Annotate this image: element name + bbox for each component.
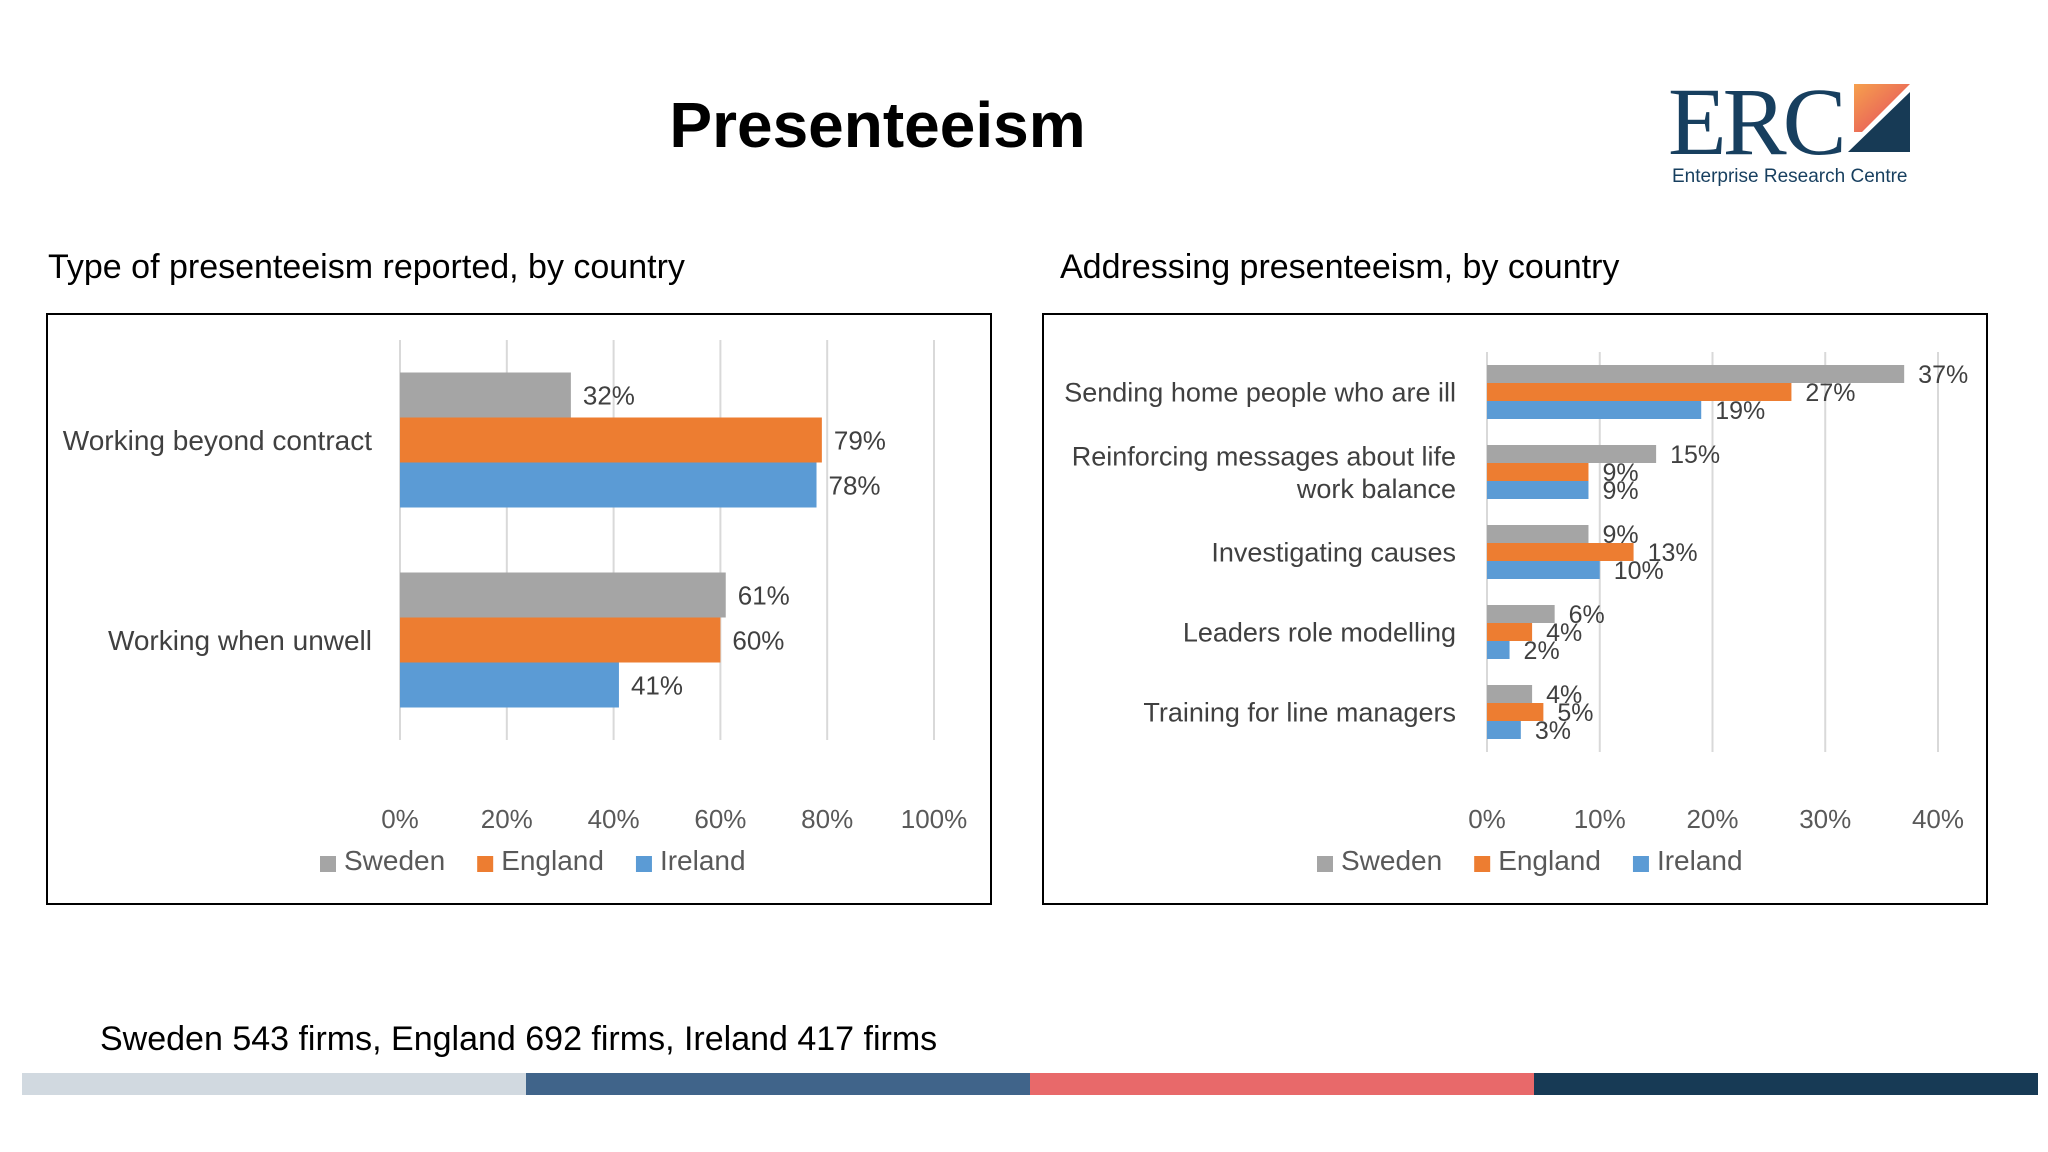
- bar-england-investigating-causes: [1487, 543, 1634, 561]
- data-label: 9%: [1602, 477, 1638, 505]
- x-tick-label: 40%: [588, 804, 640, 834]
- x-tick-label: 80%: [801, 804, 853, 834]
- category-label: Leaders role modelling: [1183, 618, 1456, 648]
- data-label: 79%: [834, 425, 886, 455]
- x-tick-label: 0%: [1468, 804, 1506, 834]
- data-label: 5%: [1557, 699, 1593, 727]
- legend-label-sweden: Sweden: [1341, 845, 1442, 876]
- category-label: Working when unwell: [108, 625, 372, 656]
- bar-ireland-investigating-causes: [1487, 561, 1600, 579]
- data-label: 78%: [829, 470, 881, 500]
- data-label: 27%: [1805, 379, 1855, 407]
- x-tick-label: 60%: [694, 804, 746, 834]
- data-label: 9%: [1602, 459, 1638, 487]
- bar-ireland-working-when-unwell: [400, 662, 619, 708]
- category-label: Investigating causes: [1211, 538, 1456, 568]
- data-label: 2%: [1524, 637, 1560, 665]
- legend-swatch-england: [477, 856, 494, 872]
- erc-logo: ERC Enterprise Research Centre: [1660, 70, 1950, 200]
- bar-sweden-investigating-causes: [1487, 525, 1589, 543]
- data-label: 15%: [1670, 441, 1720, 469]
- stripe-3: [1030, 1073, 1534, 1095]
- x-tick-label: 40%: [1912, 804, 1964, 834]
- bar-ireland-working-beyond-contract: [400, 462, 817, 508]
- legend-label-sweden: Sweden: [344, 845, 445, 876]
- x-tick-label: 100%: [901, 804, 968, 834]
- chart1-container: 0% 20% 40% 60% 80% 100% 32% 79% 78% Working beyon…: [46, 313, 992, 905]
- chart2-title: Addressing presenteeism, by country: [1060, 248, 1620, 286]
- legend-label-ireland: Ireland: [1657, 845, 1743, 876]
- data-label: 6%: [1569, 601, 1605, 629]
- bar-ireland-leaders-role-modelling: [1487, 641, 1510, 659]
- bar-ireland-sending-home-people-who-are-ill: [1487, 401, 1702, 419]
- legend-swatch-sweden: [320, 856, 336, 872]
- bar-sweden-leaders-role-modelling: [1487, 605, 1555, 623]
- data-label: 61%: [738, 580, 790, 610]
- bar-sweden-reinforcing-messages-about-life-work-balance: [1487, 445, 1657, 463]
- stripe-1: [22, 1073, 526, 1095]
- x-tick-label: 20%: [1686, 804, 1738, 834]
- x-tick-label: 0%: [381, 804, 419, 834]
- chart1-svg: 0% 20% 40% 60% 80% 100% 32% 79% 78% Working beyon…: [63, 340, 968, 876]
- bar-england-training-for-line-managers: [1487, 703, 1544, 721]
- category-label: Reinforcing messages about life work bala…: [1072, 442, 1456, 504]
- chart2-container: 0% 10% 20% 30% 40% 37% 27% 19% Sending home peop…: [1042, 313, 1988, 905]
- data-label: 13%: [1648, 539, 1698, 567]
- x-tick-label: 20%: [481, 804, 533, 834]
- legend-label-england: England: [501, 845, 604, 876]
- category-label: Working beyond contract: [63, 425, 372, 456]
- logo-subtitle: Enterprise Research Centre: [1672, 166, 1908, 187]
- bar-england-reinforcing-messages-about-life-work-balance: [1487, 463, 1589, 481]
- sample-size-footnote: Sweden 543 firms, England 692 firms, Ire…: [100, 1020, 938, 1058]
- data-label: 60%: [732, 625, 784, 655]
- bar-sweden-working-when-unwell: [400, 572, 726, 618]
- chart2-svg: 0% 10% 20% 30% 40% 37% 27% 19% Sending home peop…: [1064, 352, 1968, 876]
- legend-swatch-ireland: [635, 856, 652, 872]
- data-label: 4%: [1546, 619, 1582, 647]
- logo-mark-icon: [1848, 84, 1910, 152]
- data-label: 4%: [1546, 681, 1582, 709]
- data-label: 3%: [1535, 717, 1571, 745]
- data-label: 10%: [1614, 557, 1664, 585]
- bar-ireland-training-for-line-managers: [1487, 721, 1521, 739]
- legend-label-england: England: [1498, 845, 1601, 876]
- data-label: 19%: [1715, 397, 1765, 425]
- data-label: 37%: [1918, 361, 1968, 389]
- legend-label-ireland: Ireland: [660, 845, 746, 876]
- bottom-stripes: [22, 1073, 2038, 1095]
- category-label: Training for line managers: [1143, 698, 1456, 728]
- slide-title: Presenteeism: [669, 89, 1086, 161]
- stripe-4: [1534, 1073, 2038, 1095]
- legend-swatch-england: [1474, 856, 1491, 872]
- category-label: Sending home people who are ill: [1064, 378, 1456, 408]
- legend-swatch-sweden: [1317, 856, 1333, 872]
- bar-sweden-sending-home-people-who-are-ill: [1487, 365, 1905, 383]
- x-tick-label: 30%: [1799, 804, 1851, 834]
- data-label: 41%: [631, 670, 683, 700]
- stripe-2: [526, 1073, 1030, 1095]
- bar-england-leaders-role-modelling: [1487, 623, 1533, 641]
- bar-ireland-reinforcing-messages-about-life-work-balance: [1487, 481, 1589, 499]
- bar-england-sending-home-people-who-are-ill: [1487, 383, 1792, 401]
- chart1-title: Type of presenteeism reported, by countr…: [48, 248, 685, 286]
- data-label: 32%: [583, 380, 635, 410]
- logo-text: ERC: [1668, 68, 1847, 175]
- x-tick-label: 10%: [1574, 804, 1626, 834]
- bar-sweden-working-beyond-contract: [400, 372, 571, 418]
- bar-sweden-training-for-line-managers: [1487, 685, 1533, 703]
- bar-england-working-when-unwell: [400, 617, 721, 663]
- legend-swatch-ireland: [1632, 856, 1649, 872]
- bar-england-working-beyond-contract: [400, 417, 822, 463]
